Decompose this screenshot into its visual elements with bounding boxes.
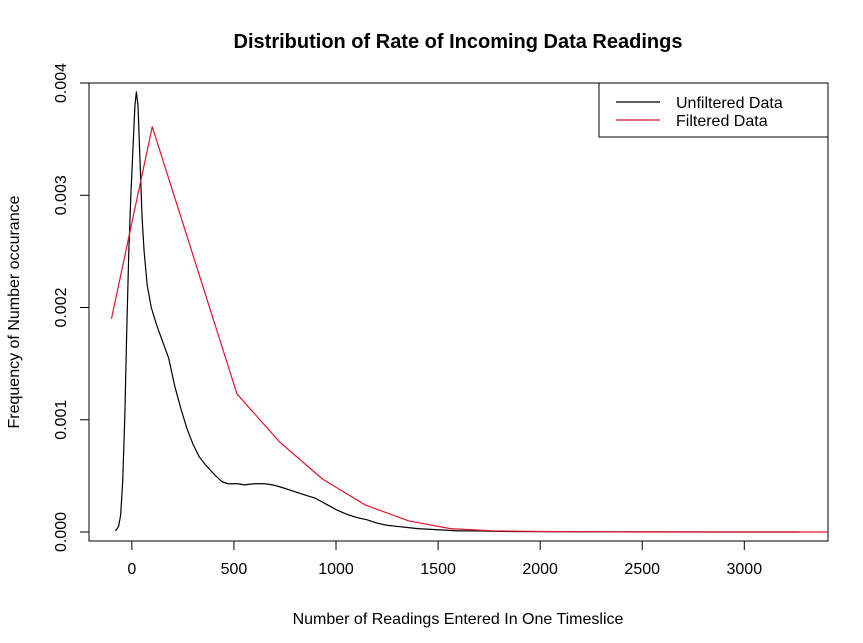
legend-box [598, 82, 829, 138]
chart-title: Distribution of Rate of Incoming Data Re… [234, 31, 683, 53]
y-tick-label: 0.003 [53, 175, 70, 215]
x-tick-label: 3000 [727, 561, 763, 578]
x-tick-label: 2500 [624, 561, 660, 578]
y-tick-label: 0.000 [53, 512, 70, 552]
y-axis: 0.000 0.001 0.002 0.003 0.004 [53, 63, 90, 552]
y-axis-label: Frequency of Number occurance [6, 195, 23, 428]
x-tick-label: 1500 [420, 561, 456, 578]
x-tick-label: 1000 [318, 561, 354, 578]
series-layer [110, 91, 828, 533]
x-tick-label: 0 [127, 561, 136, 578]
x-tick-label: 2000 [522, 561, 558, 578]
x-axis-label: Number of Readings Entered In One Timesl… [293, 611, 624, 628]
y-tick-label: 0.002 [53, 287, 70, 327]
x-axis: 0 500 1000 1500 2000 2500 3000 [127, 540, 763, 578]
y-tick-label: 0.001 [53, 400, 70, 440]
unfiltered-data-line [115, 91, 800, 533]
legend-label-unfiltered: Unfiltered Data [676, 95, 783, 112]
plot-frame [88, 82, 829, 542]
legend: Unfiltered Data Filtered Data [598, 82, 829, 138]
legend-label-filtered: Filtered Data [676, 113, 768, 130]
filtered-data-line [110, 126, 828, 533]
x-tick-label: 500 [221, 561, 248, 578]
y-tick-label: 0.004 [53, 63, 70, 103]
